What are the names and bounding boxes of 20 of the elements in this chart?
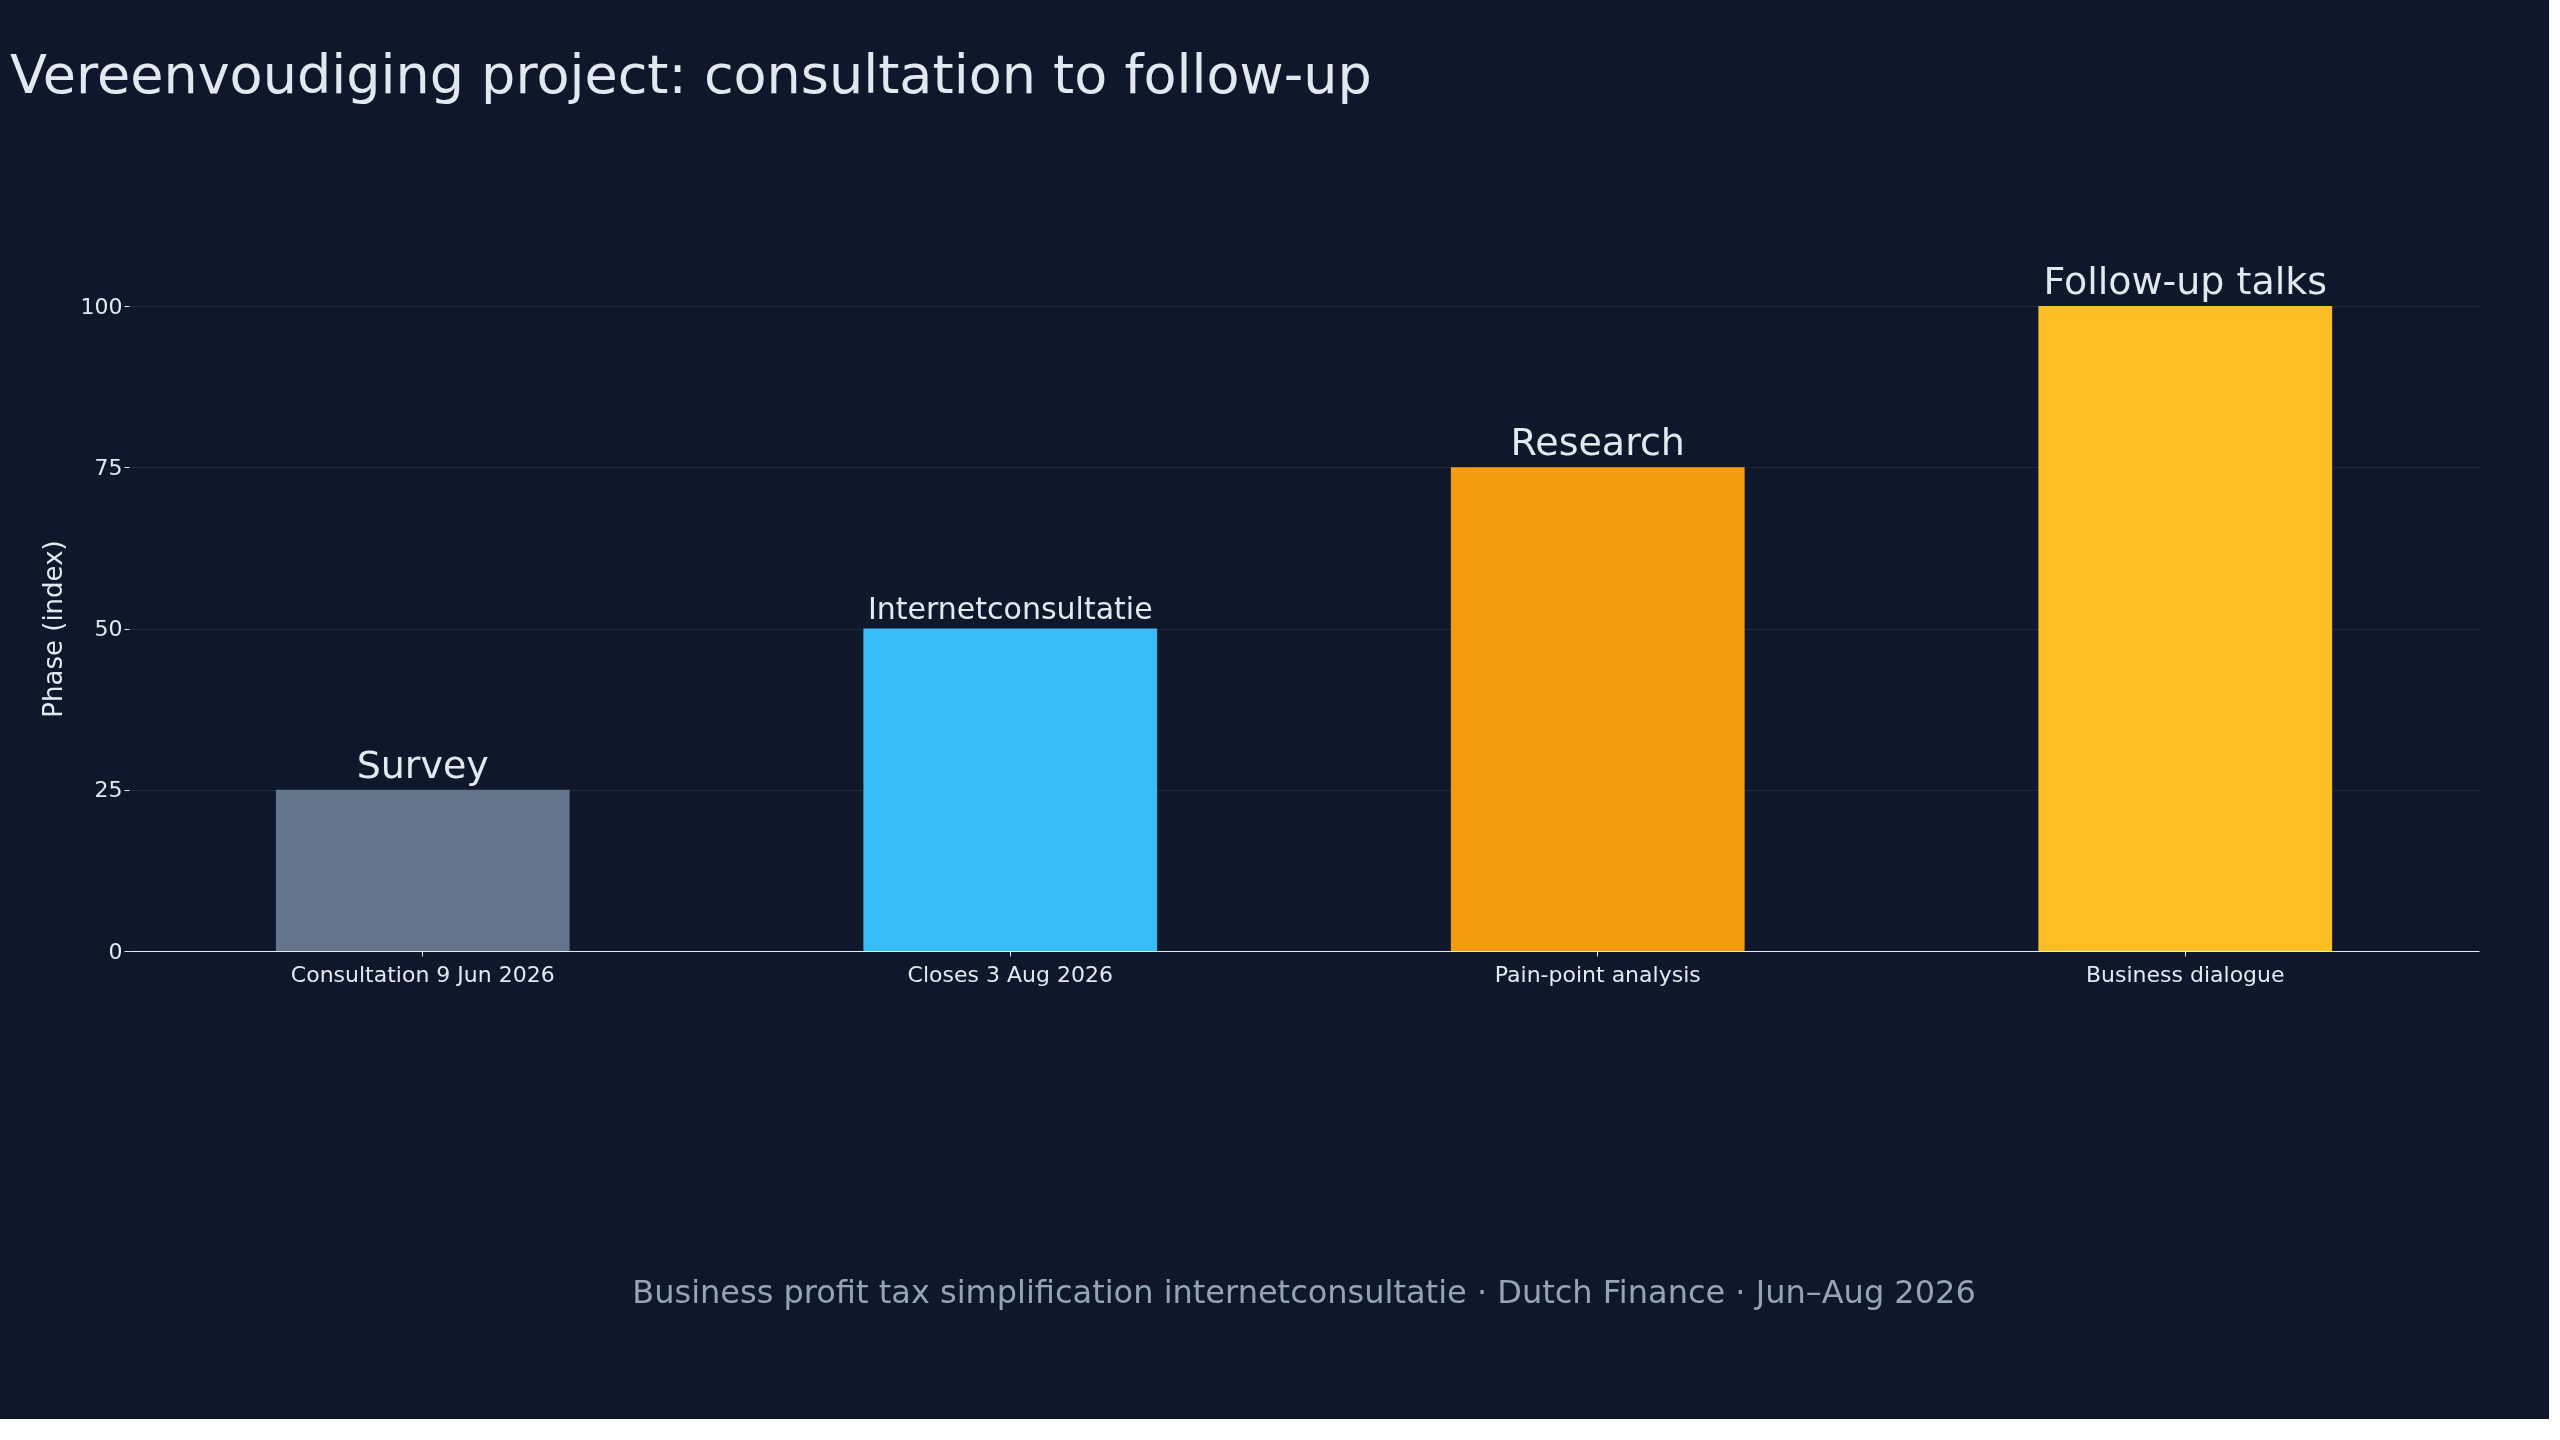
x-tick-label: Business dialogue — [2085, 961, 2285, 987]
y-axis-title: Phase (index) — [37, 540, 68, 718]
y-tick-label: 50 — [94, 616, 123, 641]
bar — [275, 789, 570, 951]
y-tick-label: 25 — [94, 777, 123, 803]
x-tick-label: Consultation 9 Jun 2026 — [290, 961, 555, 987]
text: Business profit tax simplification internetconsultatie · Dutch Finance · Jun–Aug 2026 — [632, 1273, 1976, 1311]
y-tick-label: 100 — [80, 293, 123, 319]
bar — [2038, 306, 2333, 951]
bar — [863, 628, 1158, 951]
chart-title: Vereenvoudiging project: consultation to follow-up — [10, 43, 1372, 106]
x-tick-label: Closes 3 Aug 2026 — [907, 961, 1113, 987]
y-tick-label: 75 — [94, 454, 123, 480]
y-tick-label: 0 — [108, 938, 123, 964]
annotation: Internetconsultatie — [867, 590, 1153, 626]
annotation: Survey — [356, 742, 489, 787]
bar — [1450, 467, 1745, 951]
x-tick-label: Pain-point analysis — [1494, 961, 1701, 987]
annotation: Follow-up talks — [2043, 259, 2328, 303]
annotation: Research — [1510, 420, 1685, 465]
